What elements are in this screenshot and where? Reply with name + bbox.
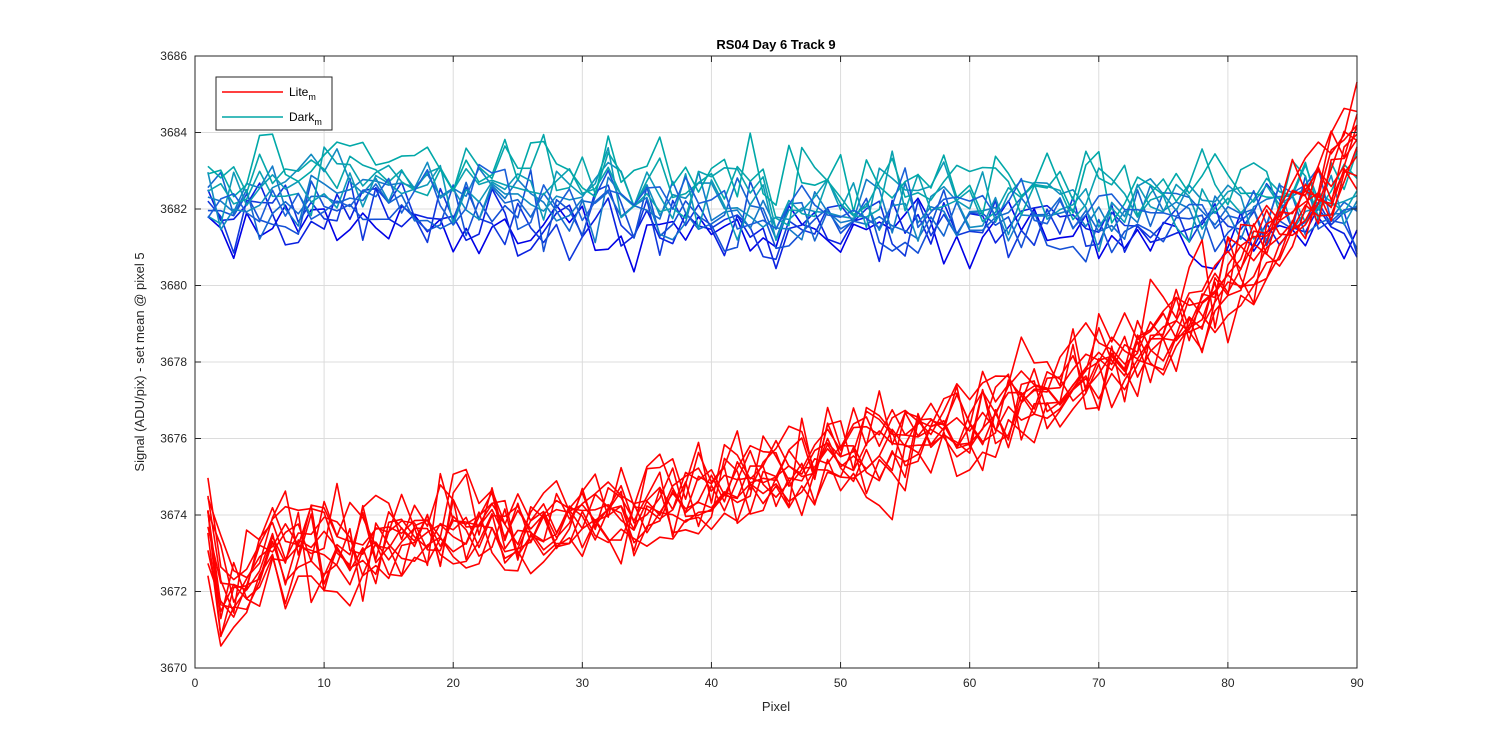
legend-entry-lite: Litem bbox=[289, 85, 316, 102]
legend: Litem Darkm bbox=[215, 76, 333, 131]
y-tick-label: 3682 bbox=[160, 202, 187, 216]
series-line-lite bbox=[207, 107, 1358, 581]
series-line-lite bbox=[207, 146, 1358, 608]
grid-layer bbox=[195, 56, 1357, 668]
y-tick-label: 3676 bbox=[160, 432, 187, 446]
tick-layer: 0 10 20 30 40 50 60 70 80 90 3670 3672 3674 3676 3678 3… bbox=[160, 49, 1364, 690]
y-tick-label: 3678 bbox=[160, 355, 187, 369]
legend-entry-dark: Darkm bbox=[289, 110, 322, 127]
x-tick-label: 60 bbox=[963, 676, 977, 690]
y-tick-label: 3674 bbox=[160, 508, 187, 522]
series-line-lite bbox=[207, 155, 1358, 647]
series-line-lite bbox=[207, 81, 1358, 614]
x-tick-label: 0 bbox=[192, 676, 199, 690]
legend-entry-dark-sub: m bbox=[314, 117, 322, 127]
chart-title: RS04 Day 6 Track 9 bbox=[716, 37, 835, 52]
series-line-lite bbox=[207, 133, 1358, 618]
series-layer bbox=[207, 81, 1358, 647]
series-line-dark bbox=[207, 133, 1358, 227]
x-tick-label: 10 bbox=[317, 676, 331, 690]
x-axis-label: Pixel bbox=[762, 699, 790, 714]
series-line-dark bbox=[207, 163, 1358, 231]
y-axis-label: Signal (ADU/pix) - set mean @ pixel 5 bbox=[132, 252, 147, 471]
y-tick-label: 3672 bbox=[160, 585, 187, 599]
y-tick-label: 3670 bbox=[160, 661, 187, 675]
x-tick-label: 30 bbox=[576, 676, 590, 690]
series-line-dark bbox=[207, 177, 1358, 262]
series-line-dark bbox=[207, 146, 1358, 243]
y-tick-label: 3680 bbox=[160, 279, 187, 293]
series-line-dark bbox=[207, 147, 1358, 242]
legend-entry-dark-base: Dark bbox=[289, 110, 315, 124]
series-line-dark bbox=[207, 132, 1358, 224]
x-tick-label: 20 bbox=[447, 676, 461, 690]
x-tick-label: 40 bbox=[705, 676, 719, 690]
y-tick-label: 3684 bbox=[160, 126, 187, 140]
legend-box bbox=[215, 76, 333, 131]
legend-entry-lite-base: Lite bbox=[289, 85, 309, 99]
series-line-lite bbox=[207, 124, 1358, 603]
x-tick-label: 70 bbox=[1092, 676, 1106, 690]
series-line-lite bbox=[207, 130, 1358, 613]
series-line-lite bbox=[207, 114, 1358, 579]
x-tick-label: 90 bbox=[1350, 676, 1364, 690]
legend-entry-lite-sub: m bbox=[308, 92, 316, 102]
y-tick-label: 3686 bbox=[160, 49, 187, 63]
x-tick-label: 80 bbox=[1221, 676, 1235, 690]
x-tick-label: 50 bbox=[834, 676, 848, 690]
